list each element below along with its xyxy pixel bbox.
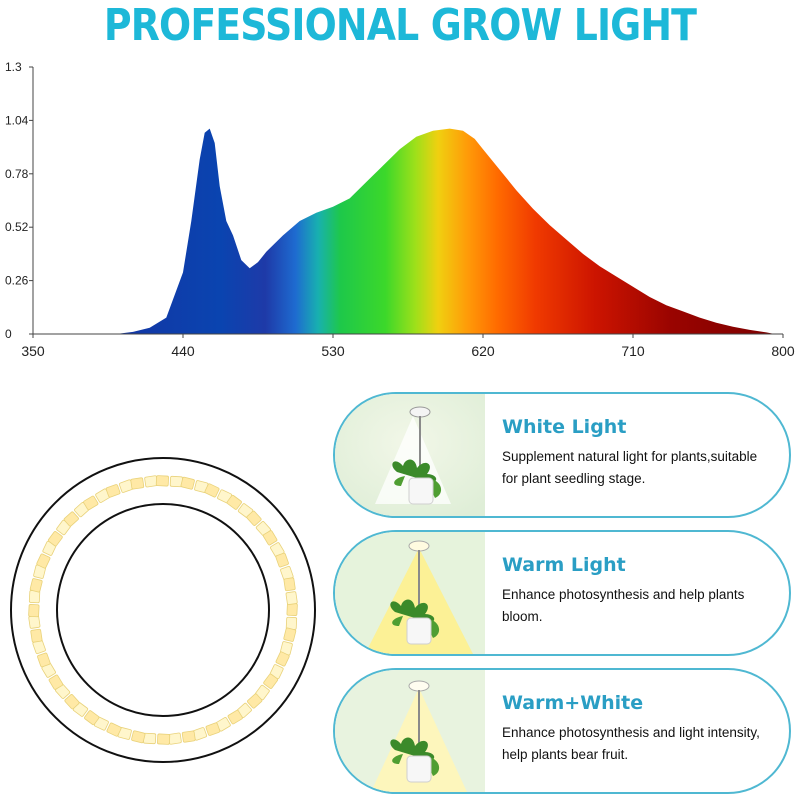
led-chip [106, 722, 122, 737]
led-chip-pair [29, 564, 46, 593]
led-chip-pair [28, 615, 43, 643]
led-chip-pair [143, 732, 171, 745]
led-chip-pair [180, 476, 209, 493]
led-chip [285, 591, 298, 605]
led-chip [262, 530, 278, 546]
led-chip [181, 730, 196, 743]
card-description-line: help plants bear fruit. [502, 747, 629, 762]
led-chip-pair [155, 475, 183, 488]
card-warm-white: Warm+White Enhance photosynthesis and li… [333, 668, 791, 794]
led-chip [180, 476, 195, 490]
card-description-line: Enhance photosynthesis and help plants [502, 587, 745, 602]
led-chip [64, 694, 80, 710]
led-chip-pair [192, 722, 221, 741]
led-chip-pair [269, 651, 290, 680]
led-chip [283, 577, 296, 592]
card-description-line: Enhance photosynthesis and light intensi… [502, 725, 760, 740]
card-heading: Warm+White [502, 692, 644, 714]
led-chip [130, 477, 145, 490]
led-chip [283, 627, 297, 642]
led-chip-pair [36, 540, 57, 569]
led-chip [263, 673, 279, 689]
warm-white-photo [335, 670, 485, 792]
led-chip-pair [262, 530, 285, 558]
led-chip [28, 604, 40, 618]
led-chip [205, 722, 221, 736]
y-tick-label: 1.3 [5, 60, 22, 74]
page-title: PROFESSIONAL GROW LIGHT [103, 0, 697, 51]
led-chip [83, 495, 99, 511]
led-chip-pair [117, 727, 146, 744]
led-chip [36, 553, 51, 569]
led-chip [84, 710, 100, 726]
card-description-line: bloom. [502, 609, 543, 624]
led-chip-pair [215, 709, 243, 732]
led-chip-pair [28, 590, 41, 618]
led-chip-pair [283, 577, 298, 605]
led-chip [144, 475, 158, 488]
led-chip [168, 732, 182, 745]
spectrum-chart: 0 0.26 0.52 0.78 1.04 1.3 350 440 530 620 710 800 [5, 60, 795, 359]
led-chip-pair [83, 488, 111, 511]
card-heading: White Light [502, 416, 627, 438]
led-chip [30, 628, 43, 643]
card-white-light: White Light Supplement natural light for… [333, 392, 791, 518]
led-chip [275, 651, 290, 667]
led-chip-pair [41, 662, 64, 690]
led-chip [47, 531, 63, 547]
led-chip [131, 730, 146, 744]
x-tick-label: 710 [621, 343, 645, 359]
led-chip [204, 483, 220, 498]
led-chip [28, 615, 41, 629]
led-chip-pair [285, 602, 298, 630]
led-chip-pair [275, 552, 294, 581]
led-chip [105, 484, 121, 498]
led-chip [286, 602, 298, 616]
warm-light-photo [335, 532, 485, 654]
led-chip-pair [280, 627, 297, 656]
card-warm-light: Warm Light Enhance photosynthesis and he… [333, 530, 791, 656]
y-tick-label: 0.52 [5, 220, 29, 234]
y-tick-label: 0.78 [5, 167, 29, 181]
y-tick-label: 0.26 [5, 274, 29, 288]
white-light-photo [335, 394, 485, 516]
y-tick-label: 0 [5, 327, 12, 341]
card-description-line: for plant seedling stage. [502, 471, 646, 486]
led-chip-pair [32, 639, 51, 668]
led-chip [29, 578, 43, 593]
ring-outer-edge [10, 457, 316, 763]
card-description-line: Supplement natural light for plants,suit… [502, 449, 758, 464]
led-ring [10, 457, 316, 763]
x-tick-label: 440 [171, 343, 195, 359]
x-tick-label: 530 [321, 343, 345, 359]
y-tick-label: 1.04 [5, 113, 29, 127]
led-chip-pair [130, 475, 158, 490]
led-chip [227, 709, 243, 725]
led-chip [63, 511, 79, 527]
led-chip [157, 733, 171, 745]
x-tick-label: 620 [471, 343, 495, 359]
ring-inner-edge [56, 503, 270, 717]
led-chip [48, 674, 64, 690]
led-chip [37, 652, 51, 668]
led-chip-pair [204, 483, 233, 504]
spectrum-area [116, 128, 775, 334]
led-chip [246, 510, 262, 526]
led-chip-pair [105, 479, 134, 498]
x-tick-label: 800 [771, 343, 795, 359]
led-chip [226, 494, 242, 510]
led-chip [155, 475, 169, 487]
x-tick-label: 350 [21, 343, 45, 359]
card-heading: Warm Light [502, 554, 626, 576]
led-chip [275, 552, 289, 568]
led-chip [247, 693, 263, 709]
led-chip-pair [168, 730, 196, 745]
